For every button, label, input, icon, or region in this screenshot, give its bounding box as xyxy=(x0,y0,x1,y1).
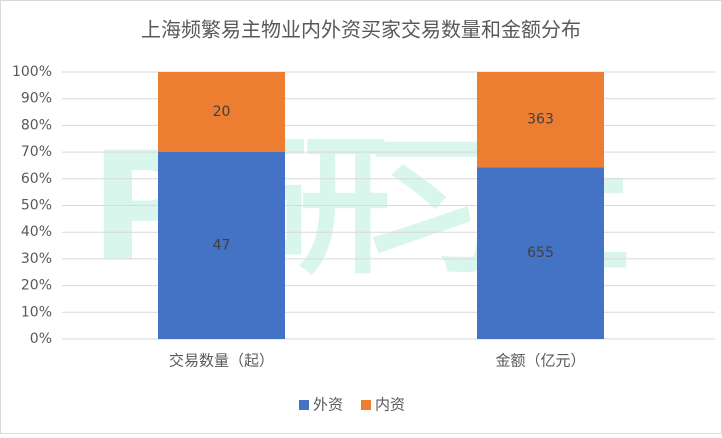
y-tick-label: 50% xyxy=(21,198,52,214)
legend-swatch xyxy=(361,400,371,410)
data-label: 20 xyxy=(213,104,231,120)
legend-label: 内资 xyxy=(375,396,405,414)
y-tick-label: 60% xyxy=(21,171,52,187)
y-tick-label: 10% xyxy=(21,304,52,320)
y-tick-label: 100% xyxy=(12,64,52,80)
y-tick-label: 90% xyxy=(21,91,52,107)
data-label: 47 xyxy=(213,237,231,253)
y-tick-label: 30% xyxy=(21,251,52,267)
data-label: 363 xyxy=(527,112,554,128)
y-tick-label: 20% xyxy=(21,278,52,294)
y-tick-label: 80% xyxy=(21,117,52,133)
x-tick-label: 交易数量（起） xyxy=(169,352,274,370)
bar-segment xyxy=(158,151,285,339)
chart-title: 上海频繁易主物业内外资买家交易数量和金额分布 xyxy=(141,18,581,42)
bar-segment xyxy=(477,167,604,339)
bar-segment xyxy=(158,72,285,152)
bar-segment xyxy=(477,72,604,168)
x-tick-label: 金额（亿元） xyxy=(495,352,585,370)
legend-swatch xyxy=(299,400,309,410)
legend-label: 外资 xyxy=(313,396,343,414)
y-tick-label: 40% xyxy=(21,224,52,240)
data-label: 655 xyxy=(527,245,554,261)
y-tick-label: 70% xyxy=(21,144,52,160)
y-tick-label: 0% xyxy=(30,331,52,347)
